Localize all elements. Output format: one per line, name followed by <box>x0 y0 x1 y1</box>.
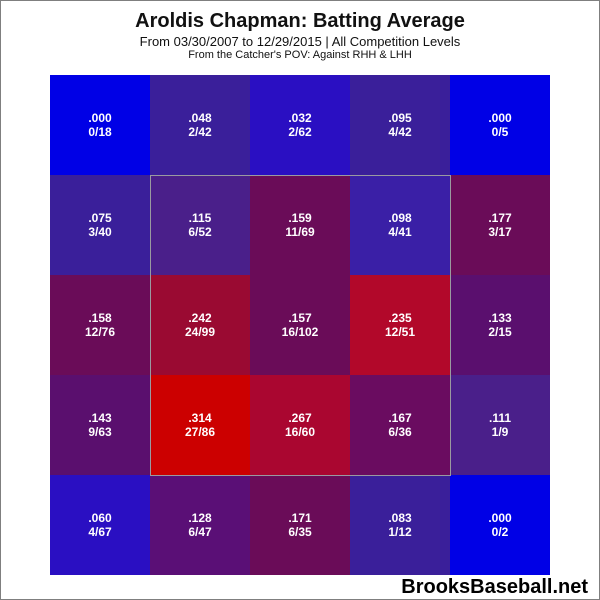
zone-avg-label: .111 <box>489 411 511 425</box>
zone-cell-r4-c1 <box>150 475 250 575</box>
zone-avg-label: .095 <box>388 111 412 125</box>
zone-cell-r2-c1 <box>150 275 250 375</box>
zone-cell-r4-c0 <box>50 475 150 575</box>
zone-ab-label: 0/2 <box>492 525 509 539</box>
zone-avg-label: .177 <box>488 211 512 225</box>
zone-avg-label: .158 <box>88 311 112 325</box>
zone-avg-label: .235 <box>388 311 412 325</box>
zone-cell-r1-c3 <box>350 175 450 275</box>
zone-ab-label: 1/9 <box>492 425 509 439</box>
zone-avg-label: .157 <box>288 311 312 325</box>
zone-cell-r0-c1 <box>150 75 250 175</box>
zone-avg-label: .075 <box>88 211 112 225</box>
chart-note: From the Catcher's POV: Against RHH & LH… <box>188 49 412 61</box>
zone-cell-r4-c3 <box>350 475 450 575</box>
zone-ab-label: 6/36 <box>388 425 412 439</box>
zone-ab-label: 16/102 <box>282 325 319 339</box>
zone-avg-label: .267 <box>288 411 312 425</box>
zone-ab-label: 0/18 <box>88 125 112 139</box>
zone-cell-r3-c1 <box>150 375 250 475</box>
zone-avg-label: .171 <box>288 511 312 525</box>
zone-cell-r0-c2 <box>250 75 350 175</box>
zone-ab-label: 12/76 <box>85 325 115 339</box>
zone-avg-label: .032 <box>288 111 312 125</box>
zone-ab-label: 6/52 <box>188 225 212 239</box>
zone-cell-r3-c0 <box>50 375 150 475</box>
zone-cell-r1-c2 <box>250 175 350 275</box>
zone-cell-r4-c4 <box>450 475 550 575</box>
zone-ab-label: 12/51 <box>385 325 415 339</box>
zone-cell-r4-c2 <box>250 475 350 575</box>
zone-cell-r2-c0 <box>50 275 150 375</box>
zone-cell-r0-c3 <box>350 75 450 175</box>
zone-ab-label: 6/47 <box>188 525 212 539</box>
zone-ab-label: 16/60 <box>285 425 315 439</box>
zone-avg-label: .098 <box>388 211 412 225</box>
zone-cell-r2-c4 <box>450 275 550 375</box>
zone-ab-label: 2/42 <box>188 125 212 139</box>
zone-cell-r3-c2 <box>250 375 350 475</box>
zone-avg-label: .048 <box>188 111 212 125</box>
strike-zone-outline <box>150 175 451 476</box>
zone-ab-label: 1/12 <box>388 525 412 539</box>
zone-ab-label: 4/42 <box>388 125 412 139</box>
chart-title: Aroldis Chapman: Batting Average <box>135 10 465 32</box>
zone-cell-r1-c4 <box>450 175 550 275</box>
zone-ab-label: 27/86 <box>185 425 215 439</box>
zone-ab-label: 4/67 <box>88 525 112 539</box>
zone-cell-r1-c1 <box>150 175 250 275</box>
zone-avg-label: .115 <box>189 211 212 225</box>
zone-avg-label: .133 <box>488 311 512 325</box>
zone-cell-r1-c0 <box>50 175 150 275</box>
zone-cell-r0-c4 <box>450 75 550 175</box>
zone-ab-label: 2/62 <box>288 125 312 139</box>
zone-ab-label: 9/63 <box>88 425 112 439</box>
zone-ab-label: 11/69 <box>285 225 315 239</box>
zone-avg-label: .083 <box>388 511 412 525</box>
zone-ab-label: 3/17 <box>488 225 512 239</box>
zone-ab-label: 6/35 <box>288 525 312 539</box>
watermark: BrooksBaseball.net <box>401 576 588 598</box>
zone-avg-label: .000 <box>488 511 512 525</box>
zone-ab-label: 0/5 <box>492 125 509 139</box>
zone-ab-label: 2/15 <box>488 325 512 339</box>
zone-cell-r2-c3 <box>350 275 450 375</box>
zone-cell-r2-c2 <box>250 275 350 375</box>
zone-avg-label: .159 <box>288 211 312 225</box>
zone-avg-label: .242 <box>188 311 212 325</box>
zone-avg-label: .167 <box>388 411 412 425</box>
zone-ab-label: 3/40 <box>88 225 112 239</box>
zone-avg-label: .000 <box>88 111 112 125</box>
chart-subtitle: From 03/30/2007 to 12/29/2015 | All Comp… <box>139 34 461 49</box>
zone-ab-label: 24/99 <box>185 325 215 339</box>
zone-avg-label: .000 <box>488 111 512 125</box>
zone-avg-label: .314 <box>188 411 212 425</box>
zone-ab-label: 4/41 <box>388 225 412 239</box>
zone-cell-r3-c4 <box>450 375 550 475</box>
zone-avg-label: .060 <box>88 511 112 525</box>
zone-avg-label: .143 <box>88 411 112 425</box>
zone-avg-label: .128 <box>188 511 212 525</box>
zone-cell-r3-c3 <box>350 375 450 475</box>
zone-cell-r0-c0 <box>50 75 150 175</box>
